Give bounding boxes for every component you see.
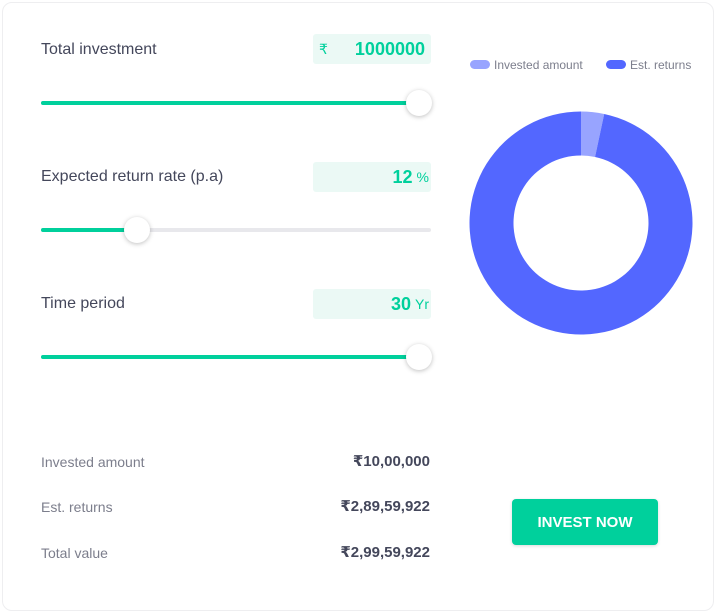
donut-slice-invested <box>581 111 605 157</box>
legend-swatch-returns <box>606 60 626 69</box>
invested-amount-label: Invested amount <box>41 454 145 470</box>
total-value-label: Total value <box>41 545 108 561</box>
period-slider-thumb[interactable] <box>406 344 433 370</box>
rate-unit: % <box>416 169 429 185</box>
period-label: Time period <box>41 295 125 312</box>
total-value-value: ₹2,99,59,922 <box>340 544 430 561</box>
est-returns-value: ₹2,89,59,922 <box>340 498 430 515</box>
investment-slider-thumb[interactable] <box>406 90 433 116</box>
invest-now-button[interactable]: INVEST NOW <box>512 499 658 545</box>
donut-chart <box>469 111 693 335</box>
currency-symbol: ₹ <box>319 40 328 57</box>
investment-value: 1000000 <box>354 38 425 59</box>
investment-label: Total investment <box>41 41 157 58</box>
investment-slider-fill <box>41 101 420 105</box>
period-input[interactable]: 30 Yr <box>313 289 431 319</box>
period-slider[interactable] <box>41 344 433 370</box>
est-returns-label: Est. returns <box>41 499 113 515</box>
rate-label: Expected return rate (p.a) <box>41 168 224 185</box>
rate-slider-thumb[interactable] <box>123 217 150 243</box>
legend-label-returns: Est. returns <box>630 58 692 72</box>
donut-slice-returns <box>469 111 693 335</box>
period-unit: Yr <box>415 296 429 312</box>
invested-amount-value: ₹10,00,000 <box>352 453 430 470</box>
legend-label-invested: Invested amount <box>494 58 583 72</box>
investment-input[interactable]: ₹ 1000000 <box>313 34 431 64</box>
rate-slider[interactable] <box>41 217 431 243</box>
investment-slider[interactable] <box>41 90 433 116</box>
rate-slider-fill <box>41 228 137 232</box>
rate-input[interactable]: 12 % <box>313 162 431 192</box>
period-slider-fill <box>41 355 420 359</box>
legend-swatch-invested <box>470 60 490 69</box>
rate-value: 12 <box>392 166 413 187</box>
period-value: 30 <box>390 293 411 314</box>
